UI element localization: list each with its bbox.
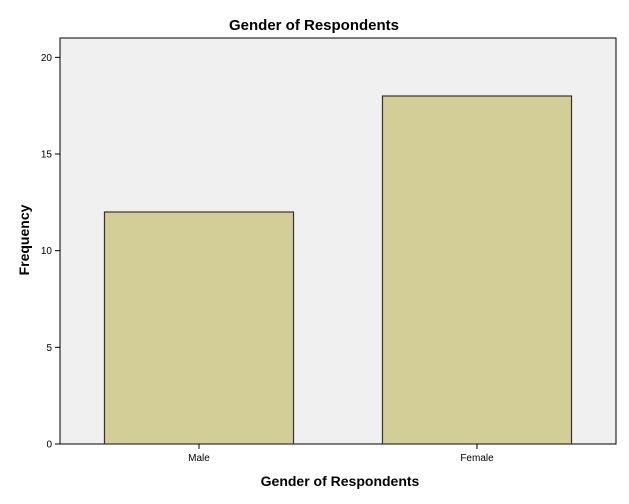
bar-male bbox=[103, 211, 295, 445]
x-tick-label: Male bbox=[188, 453, 210, 464]
y-axis-label: Frequency bbox=[16, 204, 32, 275]
y-tick-label: 5 bbox=[46, 343, 52, 354]
x-axis: Male Female bbox=[188, 444, 494, 464]
y-tick-label: 0 bbox=[46, 440, 52, 451]
x-tick-label: Female bbox=[460, 453, 494, 464]
x-axis-label: Gender of Respondents bbox=[261, 473, 420, 489]
y-axis: 0 5 10 15 20 bbox=[41, 53, 60, 451]
y-tick-label: 20 bbox=[41, 53, 53, 64]
chart-title: Gender of Respondents bbox=[229, 17, 399, 34]
y-tick-label: 10 bbox=[41, 246, 53, 257]
bars-group bbox=[103, 95, 573, 445]
y-tick-label: 15 bbox=[41, 150, 53, 161]
bar-female bbox=[381, 95, 573, 445]
